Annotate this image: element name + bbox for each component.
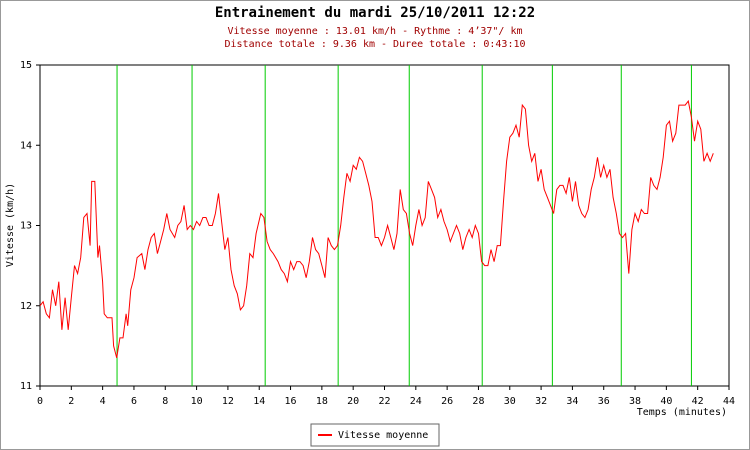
y-tick-label: 12	[20, 301, 32, 312]
y-axis-label: Vitesse (km/h)	[5, 183, 16, 267]
x-tick-label: 20	[347, 396, 359, 407]
x-tick-label: 24	[410, 396, 422, 407]
subtitle: Distance totale : 9.36 km - Duree totale…	[224, 39, 525, 50]
x-tick-label: 36	[598, 396, 610, 407]
x-tick-label: 10	[191, 396, 203, 407]
y-tick-label: 14	[20, 140, 32, 151]
x-tick-label: 14	[253, 396, 265, 407]
x-tick-label: 18	[316, 396, 328, 407]
x-tick-label: 2	[68, 396, 74, 407]
x-tick-label: 40	[660, 396, 672, 407]
x-tick-label: 26	[441, 396, 453, 407]
x-axis-label: Temps (minutes)	[637, 407, 727, 418]
legend: Vitesse moyenne	[310, 423, 440, 447]
y-tick-label: 15	[20, 60, 32, 71]
chart-title: Entrainement du mardi 25/10/2011 12:22	[215, 5, 535, 21]
x-tick-label: 38	[629, 396, 641, 407]
legend-box	[310, 423, 440, 447]
plot-area	[39, 64, 730, 387]
x-tick-label: 8	[162, 396, 168, 407]
x-tick-label: 34	[566, 396, 578, 407]
x-tick-label: 4	[100, 396, 106, 407]
x-tick-label: 16	[285, 396, 297, 407]
series-line	[39, 99, 714, 359]
x-tick-label: 42	[692, 396, 704, 407]
x-tick-label: 30	[504, 396, 516, 407]
y-tick-label: 13	[20, 221, 32, 232]
y-tick-label: 11	[20, 381, 32, 392]
x-tick-label: 12	[222, 396, 234, 407]
x-tick-label: 32	[535, 396, 547, 407]
subtitle: Vitesse moyenne : 13.01 km/h - Rythme : …	[227, 26, 522, 37]
x-tick-label: 28	[472, 396, 484, 407]
x-tick-label: 22	[378, 396, 390, 407]
x-tick-label: 0	[37, 396, 43, 407]
x-tick-label: 44	[723, 396, 735, 407]
legend-label: Vitesse moyenne	[338, 430, 428, 441]
x-tick-label: 6	[131, 396, 137, 407]
